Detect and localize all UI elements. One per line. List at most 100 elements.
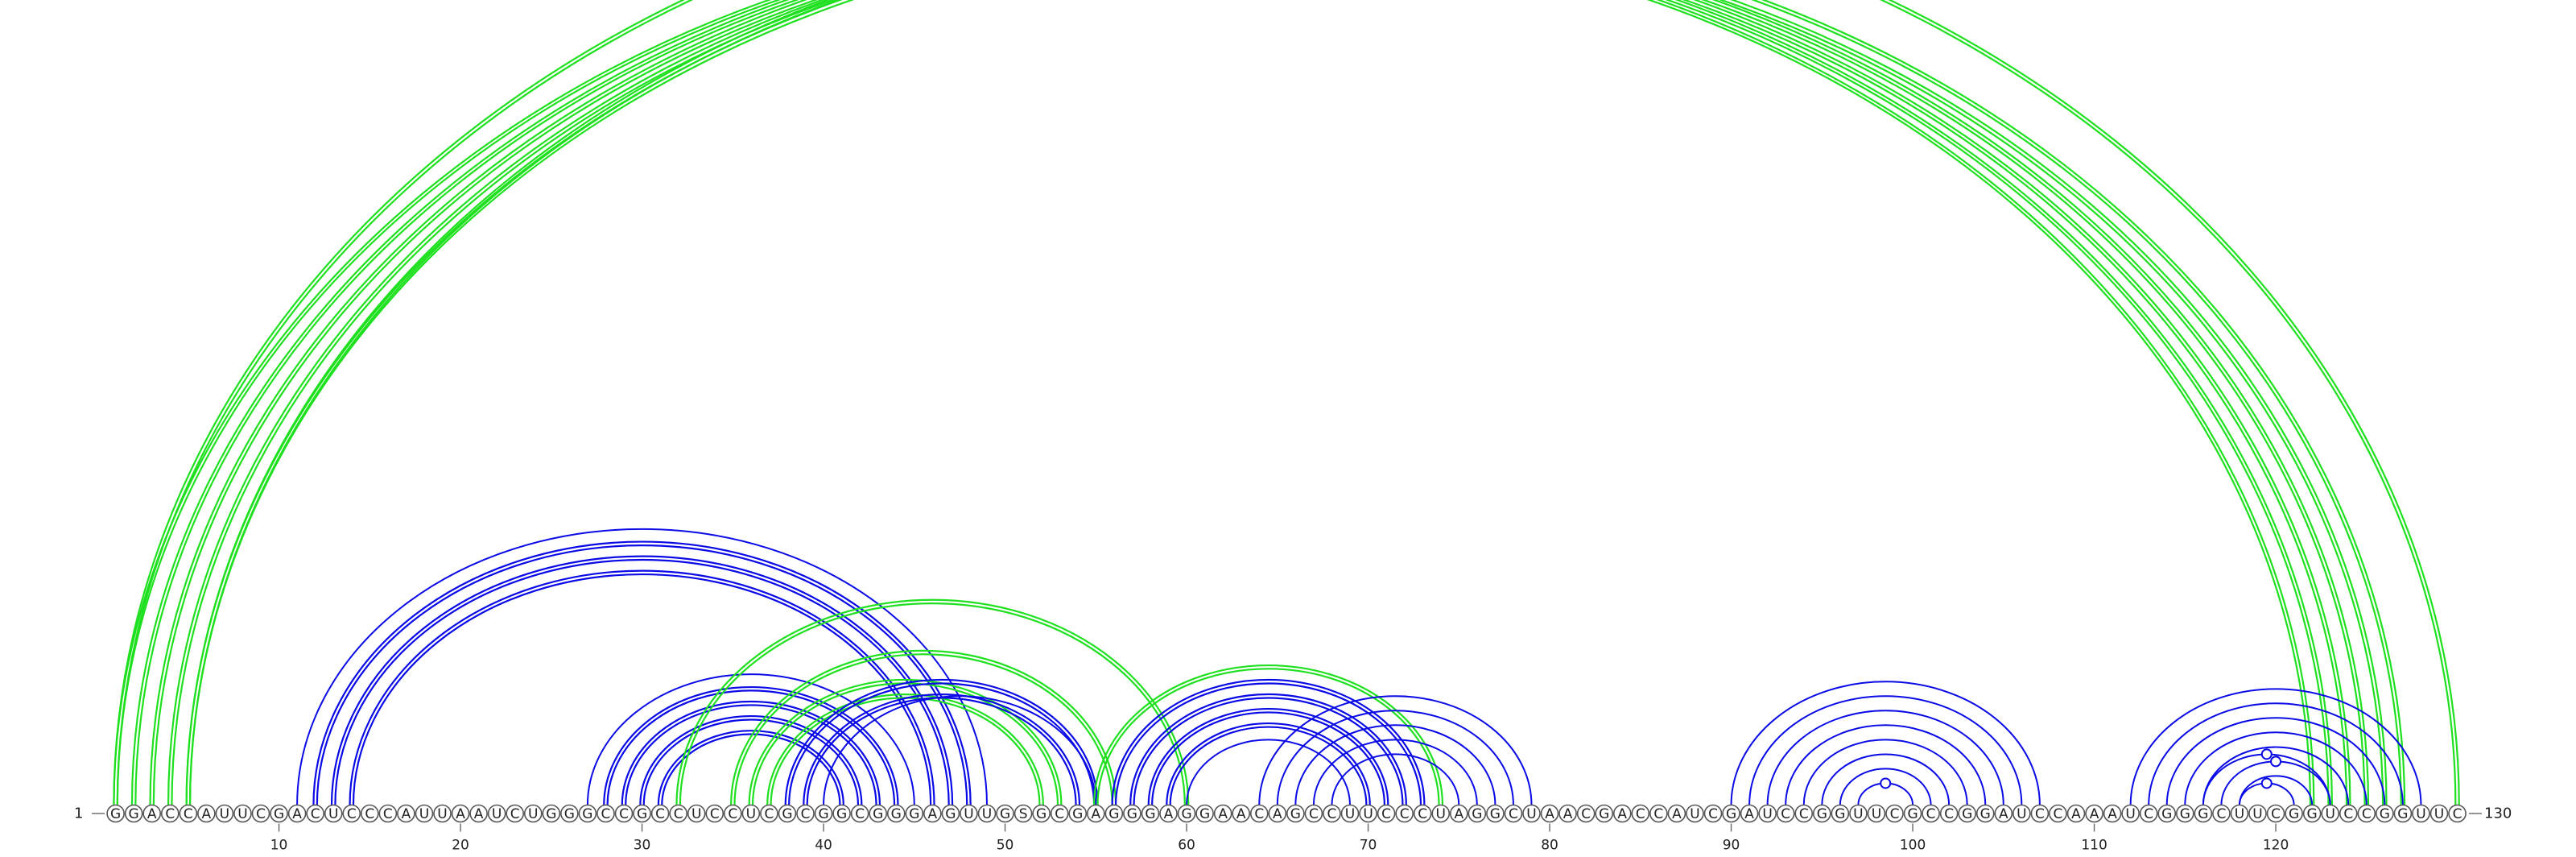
nucleotide-20: A [456, 806, 465, 822]
nucleotide-111: A [2107, 806, 2117, 822]
nucleotide-107-circle [2030, 804, 2050, 823]
nucleotide-73: C [1418, 806, 1427, 822]
nucleotide-10: G [274, 806, 284, 822]
lower-arc-66-77 [1294, 724, 1496, 806]
upper-arc-2-123-stroke-2 [130, 0, 2333, 806]
lower-arc-68-75 [1331, 753, 1460, 806]
nucleotide-26: G [564, 806, 575, 822]
nucleotide-43-circle [869, 804, 887, 823]
nucleotide-25-circle [542, 804, 561, 823]
nucleotide-86-circle [1649, 804, 1668, 823]
nucleotide-63-circle [1232, 804, 1250, 823]
nucleotide-126-circle [2376, 804, 2394, 823]
nucleotide-122-circle [2302, 804, 2322, 823]
tick-label-50: 50 [997, 838, 1014, 854]
nucleotide-91-circle [1740, 804, 1759, 823]
lower-arc-90-107 [1730, 681, 2041, 806]
nucleotide-59: A [1164, 806, 1174, 822]
lower-arc-11-49 [296, 528, 988, 806]
nucleotide-93-circle [1776, 804, 1795, 823]
nucleotide-48: U [964, 806, 973, 822]
tick-label-110: 110 [2081, 838, 2107, 854]
lower-arc-13-47-stroke-1 [334, 558, 950, 806]
nucleotide-48-circle [960, 804, 978, 823]
tick-label-10: 10 [270, 838, 288, 854]
lower-arc-58-71-stroke-1 [1151, 711, 1385, 806]
nucleotide-65-circle [1268, 804, 1287, 823]
nucleotide-112-circle [2121, 804, 2140, 823]
nucleotide-7: U [220, 806, 229, 822]
nucleotide-120: C [2271, 806, 2281, 822]
nucleotide-61-circle [1195, 804, 1214, 823]
nucleotide-98: U [1872, 806, 1881, 822]
nucleotide-83-circle [1595, 804, 1613, 823]
lower-arc-12-48-stroke-2 [312, 540, 972, 806]
nucleotide-130: C [2453, 806, 2462, 822]
nucleotide-51-circle [1013, 804, 1033, 823]
lower-arcs [296, 528, 2422, 806]
sequence-backbone: 1 130 [74, 805, 2512, 822]
lower-arc-39-54-stroke-2 [803, 693, 1081, 806]
nucleotide-7-circle [215, 804, 234, 823]
nucleotide-130-circle [2448, 804, 2467, 823]
nucleotide-100: G [1907, 806, 1918, 822]
nucleotide-80-circle [1540, 804, 1559, 823]
nucleotide-121: G [2289, 806, 2299, 822]
upper-arc-5-126-stroke-1 [188, 0, 2384, 806]
nucleotide-115: G [2180, 806, 2190, 822]
nucleotide-34: C [710, 806, 720, 822]
nucleotide-91: A [1744, 806, 1754, 822]
nucleotide-128-circle [2412, 804, 2430, 823]
upper-arc-3-124-stroke-2 [149, 0, 2351, 806]
nucleotide-49-circle [977, 804, 997, 823]
nucleotide-61: G [1199, 806, 1210, 822]
nucleotide-127-circle [2393, 804, 2413, 823]
nucleotide-121-circle [2285, 804, 2303, 823]
nucleotide-55: A [1091, 806, 1100, 822]
tick-label-120: 120 [2263, 838, 2289, 854]
nucleotide-101-circle [1922, 804, 1940, 823]
nucleotide-70-circle [1359, 804, 1377, 823]
nucleotide-109-circle [2066, 804, 2086, 823]
nucleotide-104: G [1980, 806, 1991, 822]
nucleotide-62: A [1218, 806, 1228, 822]
nucleotide-27: G [582, 806, 592, 822]
nucleotide-8-circle [233, 804, 252, 823]
nucleotide-38-circle [778, 804, 797, 823]
nucleotide-4-circle [160, 804, 180, 823]
lower-arc-118-122 [2238, 775, 2314, 806]
nucleotide-50-circle [996, 804, 1014, 823]
nucleotide-24-circle [523, 804, 543, 823]
nucleotide-16: C [383, 806, 393, 822]
nucleotide-102: C [1944, 806, 1954, 822]
nucleotide-60-circle [1177, 804, 1196, 823]
lower-arc-30-42-stroke-2 [639, 715, 863, 806]
nucleotide-56-circle [1104, 804, 1124, 823]
nucleotide-49: U [982, 806, 992, 822]
nucleotide-1-circle [106, 804, 125, 823]
nucleotide-97: U [1853, 806, 1863, 822]
nucleotide-88: U [1690, 806, 1699, 822]
nucleotide-5-circle [179, 804, 198, 823]
nucleotide-1: G [110, 806, 121, 822]
nucleotide-8: U [237, 806, 247, 822]
nucleotide-45-circle [905, 804, 924, 823]
upper-arc-2-123-stroke-1 [134, 0, 2330, 806]
lower-arc-35-56-stroke-1 [733, 653, 1113, 806]
lower-arc-32-60-stroke-2 [675, 598, 1190, 806]
nucleotide-58: G [1145, 806, 1155, 822]
nucleotide-59-circle [1159, 804, 1178, 823]
nucleotide-30-circle [633, 804, 651, 823]
lower-arc-93-104 [1785, 724, 1987, 806]
nucleotide-24: U [528, 806, 538, 822]
nucleotide-37: C [764, 806, 774, 822]
nucleotide-70: U [1363, 806, 1373, 822]
nucleotide-3-circle [142, 804, 161, 823]
nucleotide-102-circle [1939, 804, 1959, 823]
lower-arc-35-56-stroke-2 [730, 649, 1117, 806]
nucleotide-60: G [1181, 806, 1191, 822]
nucleotide-71-circle [1377, 804, 1396, 823]
lower-arc-115-125 [2184, 731, 2368, 806]
nucleotide-81-circle [1558, 804, 1577, 823]
